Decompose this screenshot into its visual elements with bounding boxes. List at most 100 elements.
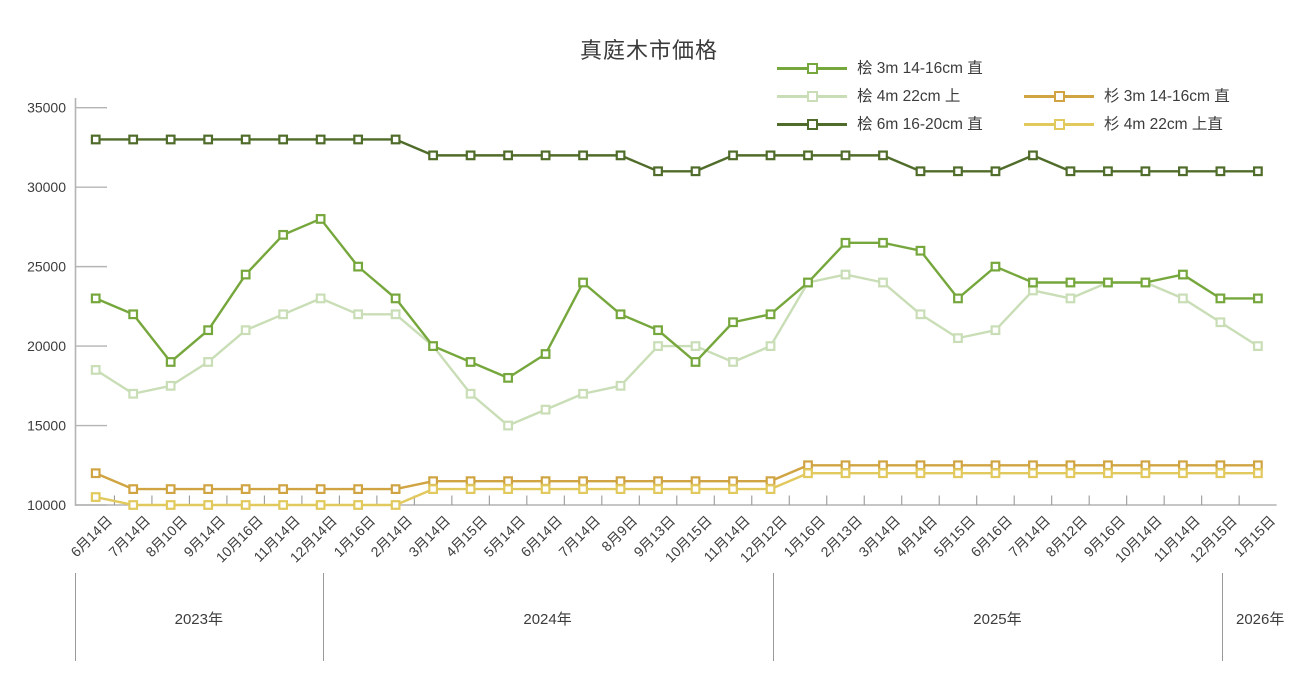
series-marker-0: [765, 309, 776, 320]
series-marker-2: [128, 134, 139, 145]
series-marker-3: [1103, 460, 1113, 471]
series-marker-4: [1140, 468, 1151, 479]
series-marker-4: [728, 484, 738, 495]
series-marker-0: [165, 357, 176, 367]
series-marker-4: [690, 484, 701, 495]
series-marker-2: [390, 134, 401, 145]
series-marker-2: [953, 166, 963, 177]
series-marker-0: [840, 237, 851, 248]
series-marker-2: [690, 166, 701, 177]
series-marker-1: [878, 277, 888, 288]
series-marker-3: [690, 476, 701, 487]
y-tick-label: 15000: [27, 418, 66, 434]
series-marker-1: [315, 293, 326, 304]
series-marker-0: [803, 277, 813, 288]
series-marker-4: [765, 484, 776, 495]
series-marker-3: [878, 460, 888, 471]
series-marker-1: [390, 309, 401, 320]
legend-marker-icon: [807, 91, 818, 102]
series-marker-2: [653, 166, 663, 177]
series-marker-4: [840, 468, 851, 479]
year-divider: [772, 573, 774, 661]
series-marker-2: [615, 150, 626, 161]
series-marker-4: [315, 500, 326, 510]
series-marker-3: [503, 476, 513, 487]
series-marker-0: [353, 261, 364, 272]
series-marker-4: [1028, 468, 1038, 479]
series-marker-2: [278, 134, 289, 145]
series-marker-4: [128, 500, 139, 510]
series-marker-3: [315, 484, 326, 495]
series-marker-3: [1140, 460, 1151, 471]
year-divider: [1222, 573, 1224, 661]
series-marker-4: [990, 468, 1001, 479]
series-marker-0: [278, 229, 289, 240]
series-marker-2: [1028, 150, 1038, 161]
series-marker-1: [840, 269, 851, 280]
series-marker-4: [240, 500, 251, 510]
series-marker-2: [203, 134, 214, 145]
series-marker-0: [240, 269, 251, 280]
series-marker-0: [315, 214, 326, 224]
series-marker-0: [915, 245, 926, 256]
series-marker-3: [240, 484, 251, 495]
series-marker-0: [203, 325, 214, 336]
series-marker-4: [615, 484, 626, 495]
series-marker-2: [803, 150, 813, 161]
series-marker-0: [653, 325, 663, 336]
series-marker-1: [203, 357, 214, 367]
series-marker-2: [1140, 166, 1151, 177]
series-marker-3: [128, 484, 139, 495]
series-marker-3: [465, 476, 476, 487]
year-label: 2023年: [174, 611, 223, 628]
series-marker-3: [90, 468, 101, 479]
series-marker-1: [653, 341, 663, 351]
series-marker-3: [203, 484, 214, 495]
series-line-4: [94, 472, 1260, 507]
series-marker-1: [578, 388, 588, 399]
series-marker-3: [1252, 460, 1263, 471]
legend-label: 杉 4m 22cm 上直: [1104, 116, 1223, 133]
legend-marker-icon: [1054, 91, 1065, 102]
series-marker-0: [953, 293, 963, 304]
series-marker-3: [1215, 460, 1226, 471]
series-marker-2: [878, 150, 888, 161]
series-marker-4: [1178, 468, 1188, 479]
series-marker-2: [165, 134, 176, 145]
series-marker-2: [90, 134, 101, 145]
series-marker-1: [165, 380, 176, 391]
series-marker-1: [90, 365, 101, 375]
series-marker-0: [990, 261, 1001, 272]
legend-marker-icon: [1054, 119, 1065, 130]
series-marker-1: [1178, 293, 1188, 304]
series-line-2: [94, 138, 1260, 173]
series-marker-2: [240, 134, 251, 145]
year-label: 2024年: [523, 611, 572, 628]
series-marker-0: [1065, 277, 1076, 288]
series-marker-0: [128, 309, 139, 320]
series-marker-3: [915, 460, 926, 471]
series-line-0: [94, 217, 1260, 380]
year-label: 2026年: [1236, 611, 1285, 628]
series-marker-3: [953, 460, 963, 471]
series-marker-4: [953, 468, 963, 479]
series-marker-3: [840, 460, 851, 471]
series-marker-1: [540, 404, 551, 415]
series-marker-0: [1252, 293, 1263, 304]
series-marker-4: [1103, 468, 1113, 479]
series-marker-2: [465, 150, 476, 161]
series-marker-0: [428, 341, 439, 351]
series-marker-4: [540, 484, 551, 495]
series-marker-1: [503, 420, 513, 431]
series-marker-1: [278, 309, 289, 320]
series-marker-4: [390, 500, 401, 510]
series-marker-3: [803, 460, 813, 471]
series-marker-2: [503, 150, 513, 161]
series-marker-2: [1065, 166, 1076, 177]
series-marker-3: [1028, 460, 1038, 471]
series-marker-2: [728, 150, 738, 161]
series-marker-2: [765, 150, 776, 161]
series-marker-3: [728, 476, 738, 487]
